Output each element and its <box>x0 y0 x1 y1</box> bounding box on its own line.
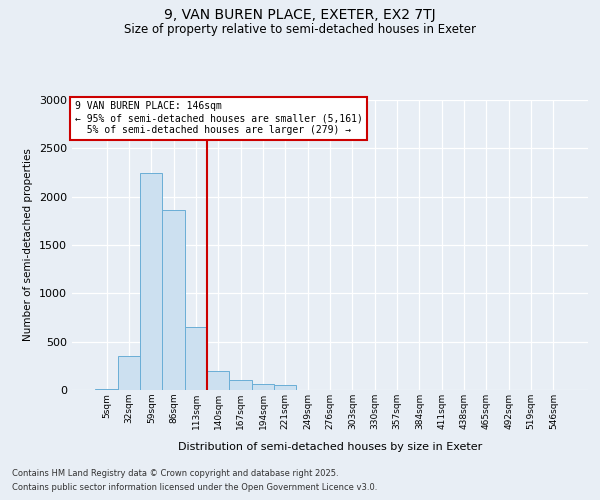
Text: 9 VAN BUREN PLACE: 146sqm
← 95% of semi-detached houses are smaller (5,161)
  5%: 9 VAN BUREN PLACE: 146sqm ← 95% of semi-… <box>74 102 362 134</box>
Bar <box>140 172 163 390</box>
Bar <box>118 356 140 390</box>
Text: Distribution of semi-detached houses by size in Exeter: Distribution of semi-detached houses by … <box>178 442 482 452</box>
Bar <box>229 380 252 390</box>
Y-axis label: Number of semi-detached properties: Number of semi-detached properties <box>23 148 34 342</box>
Bar <box>252 384 274 390</box>
Text: Size of property relative to semi-detached houses in Exeter: Size of property relative to semi-detach… <box>124 22 476 36</box>
Bar <box>185 327 207 390</box>
Bar <box>274 385 296 390</box>
Bar <box>95 389 118 390</box>
Bar <box>163 210 185 390</box>
Bar <box>207 370 229 390</box>
Text: Contains HM Land Registry data © Crown copyright and database right 2025.: Contains HM Land Registry data © Crown c… <box>12 468 338 477</box>
Text: Contains public sector information licensed under the Open Government Licence v3: Contains public sector information licen… <box>12 484 377 492</box>
Text: 9, VAN BUREN PLACE, EXETER, EX2 7TJ: 9, VAN BUREN PLACE, EXETER, EX2 7TJ <box>164 8 436 22</box>
